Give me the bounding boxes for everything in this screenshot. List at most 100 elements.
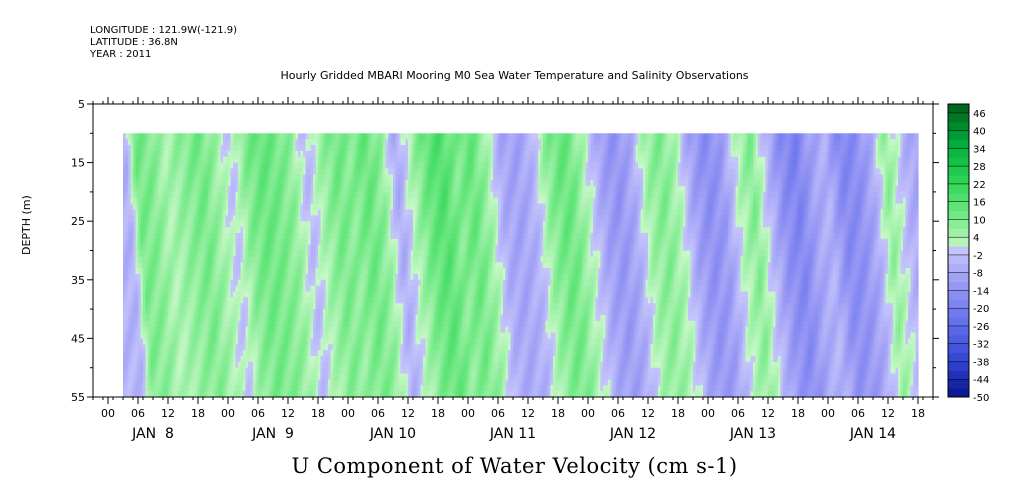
heatmap-cell (173, 367, 177, 375)
heatmap-cell (170, 180, 174, 187)
heatmap-cell (168, 314, 172, 322)
heatmap-cell (163, 273, 167, 281)
heatmap-cell (133, 186, 137, 193)
heatmap-cell (155, 250, 159, 257)
heatmap-cell (130, 256, 134, 263)
heatmap-cell (145, 133, 149, 140)
heatmap-cell (175, 227, 179, 234)
heatmap-cell (125, 244, 129, 252)
heatmap-cell (133, 174, 137, 181)
heatmap-cell (160, 250, 164, 257)
heatmap-cell (145, 244, 149, 252)
heatmap-cell (165, 326, 169, 334)
heatmap-cell (168, 250, 172, 257)
heatmap-cell (155, 256, 159, 263)
heatmap-cell (140, 180, 144, 187)
heatmap-cell (128, 338, 132, 345)
heatmap-cell (160, 332, 164, 339)
heatmap-cell (145, 320, 149, 328)
heatmap-cell (135, 156, 139, 164)
heatmap-cell (148, 309, 152, 316)
heatmap-cell (155, 303, 159, 310)
heatmap-cell (130, 379, 134, 386)
heatmap-cell (133, 297, 137, 304)
heatmap-cell (130, 145, 134, 152)
heatmap-cell (138, 244, 142, 252)
heatmap-cell (135, 350, 139, 357)
heatmap-cell (123, 238, 127, 246)
heatmap-cell (143, 156, 147, 164)
heatmap-cell (168, 391, 172, 398)
heatmap-cell (123, 162, 127, 170)
heatmap-cell (158, 367, 162, 375)
heatmap-cell (178, 197, 182, 205)
heatmap-cell (123, 150, 127, 158)
heatmap-cell (135, 297, 139, 304)
heatmap-cell (143, 320, 147, 328)
heatmap-cell (138, 180, 142, 187)
heatmap-cell (158, 350, 162, 357)
heatmap-cell (148, 285, 152, 293)
heatmap-cell (155, 244, 159, 252)
heatmap-cell (133, 361, 137, 369)
heatmap-cell (150, 367, 154, 375)
heatmap-cell (128, 197, 132, 205)
heatmap-cell (155, 232, 159, 240)
heatmap-cell (143, 227, 147, 234)
heatmap-cell (133, 391, 137, 398)
heatmap-cell (128, 186, 132, 193)
heatmap-cell (128, 391, 132, 398)
heatmap-cell (140, 285, 144, 293)
heatmap-cell (133, 139, 137, 146)
heatmap-cell (155, 373, 159, 381)
heatmap-cell (130, 314, 134, 322)
heatmap-cell (170, 139, 174, 146)
heatmap-cell (160, 262, 164, 269)
heatmap-cell (173, 209, 177, 216)
heatmap-cell (140, 309, 144, 316)
heatmap-cell (175, 197, 179, 205)
heatmap-cell (123, 373, 127, 381)
heatmap-cell (143, 303, 147, 310)
heatmap-cell (133, 238, 137, 246)
heatmap-cell (153, 297, 157, 304)
heatmap-cell (160, 268, 164, 275)
heatmap-cell (125, 145, 129, 152)
heatmap-cell (158, 262, 162, 269)
heatmap-cell (170, 320, 174, 328)
heatmap-cell (148, 361, 152, 369)
heatmap-cell (128, 332, 132, 339)
heatmap-cell (158, 309, 162, 316)
heatmap-cell (163, 344, 167, 351)
heatmap-cell (130, 162, 134, 170)
heatmap-cell (140, 373, 144, 381)
heatmap-cell (130, 332, 134, 339)
heatmap-cell (148, 268, 152, 275)
heatmap-cell (155, 355, 159, 363)
heatmap-cell (158, 180, 162, 187)
heatmap-cell (135, 332, 139, 339)
heatmap-cell (145, 156, 149, 164)
heatmap-cell (165, 162, 169, 170)
heatmap-cell (143, 344, 147, 351)
heatmap-cell (130, 309, 134, 316)
heatmap-cell (140, 191, 144, 199)
heatmap-cell (148, 314, 152, 322)
heatmap-cell (148, 227, 152, 234)
heatmap-cell (150, 332, 154, 339)
heatmap-cell (133, 150, 137, 158)
heatmap-cell (123, 326, 127, 334)
heatmap-cell (165, 314, 169, 322)
heatmap-cell (138, 338, 142, 345)
heatmap-cell (168, 309, 172, 316)
heatmap-cell (153, 279, 157, 287)
heatmap-cell (128, 162, 132, 170)
heatmap-cell (168, 174, 172, 181)
heatmap-cell (140, 197, 144, 205)
heatmap-cell (178, 262, 182, 269)
heatmap-cell (165, 174, 169, 181)
heatmap-cell (155, 162, 159, 170)
heatmap-cell (160, 232, 164, 240)
heatmap-cell (170, 162, 174, 170)
heatmap-cell (165, 320, 169, 328)
